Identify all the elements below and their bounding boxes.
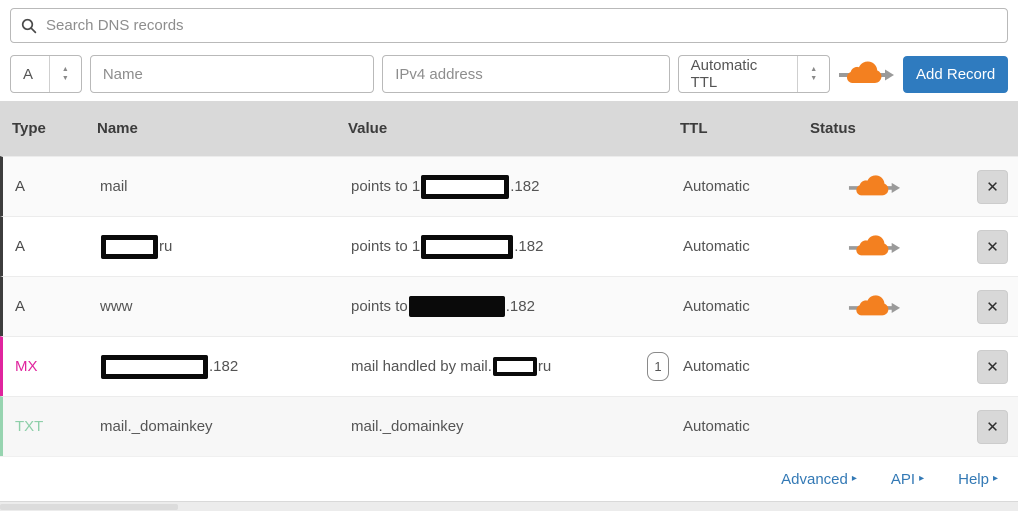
redaction-box bbox=[101, 354, 208, 379]
redaction-box bbox=[421, 234, 514, 259]
delete-record-button[interactable]: ✕ bbox=[977, 169, 1008, 204]
record-value-text: mail._domainkey bbox=[351, 418, 464, 435]
record-value-input[interactable] bbox=[382, 55, 670, 93]
redaction-box bbox=[492, 357, 537, 376]
table-footer: Advanced ▸ API ▸ Help ▸ bbox=[0, 456, 1018, 501]
record-value-text: .182 bbox=[510, 178, 540, 195]
record-value: mail._domainkey bbox=[351, 418, 683, 435]
header-status: Status bbox=[810, 120, 856, 137]
record-value-text: points to bbox=[351, 298, 408, 315]
record-name-input[interactable] bbox=[89, 55, 375, 93]
record-name: ru bbox=[100, 234, 351, 259]
close-icon: ✕ bbox=[986, 298, 999, 316]
record-type: TXT bbox=[15, 418, 44, 435]
header-value: Value bbox=[348, 120, 388, 137]
stepper-icon[interactable]: ▲ ▼ bbox=[797, 56, 829, 92]
add-record-button[interactable]: Add Record bbox=[903, 55, 1008, 93]
advanced-link-label: Advanced bbox=[781, 470, 848, 488]
stepper-up-icon: ▲ bbox=[810, 66, 818, 73]
record-name-text: mail._domainkey bbox=[100, 418, 213, 435]
stepper-up-icon: ▲ bbox=[61, 66, 69, 73]
caret-right-icon: ▸ bbox=[851, 473, 857, 484]
api-link[interactable]: API ▸ bbox=[891, 471, 924, 488]
dns-records-table: Type Name Value TTL Status A mail points… bbox=[0, 101, 1018, 456]
record-ttl: Automatic bbox=[683, 298, 750, 315]
record-value: points to 1 .182 bbox=[351, 234, 683, 259]
caret-right-icon: ▸ bbox=[992, 473, 998, 484]
stepper-down-icon: ▼ bbox=[810, 75, 818, 82]
mx-priority-badge: 1 bbox=[647, 352, 669, 381]
search-input[interactable] bbox=[46, 17, 997, 34]
record-ttl: Automatic bbox=[683, 418, 750, 435]
table-header-row: Type Name Value TTL Status bbox=[0, 101, 1018, 156]
record-value: points to 1 .182 bbox=[351, 174, 683, 199]
record-name-text: www bbox=[100, 298, 133, 315]
record-value-text: points to 1 bbox=[351, 238, 421, 255]
ttl-select[interactable]: Automatic TTL ▲ ▼ bbox=[677, 55, 831, 93]
record-ttl: Automatic bbox=[683, 358, 750, 375]
table-row: TXT mail._domainkey mail._domainkey Auto… bbox=[0, 396, 1018, 456]
search-row bbox=[0, 0, 1018, 43]
record-type-select[interactable]: A ▲ ▼ bbox=[10, 55, 82, 93]
record-name: .182 bbox=[100, 354, 351, 379]
redaction-box bbox=[101, 234, 158, 259]
record-type: A bbox=[15, 298, 26, 315]
stepper-down-icon: ▼ bbox=[61, 75, 69, 82]
record-value-text: ru bbox=[537, 358, 552, 375]
record-value: mail handled by mail. ru 1 bbox=[351, 352, 683, 381]
header-name: Name bbox=[97, 120, 138, 137]
proxy-toggle-cloud-icon[interactable] bbox=[838, 60, 895, 88]
table-row: MX .182 mail handled by mail. ru 1 Automa… bbox=[0, 336, 1018, 396]
header-ttl: TTL bbox=[680, 120, 708, 137]
api-link-label: API bbox=[890, 470, 916, 488]
record-type: A bbox=[15, 178, 26, 195]
table-row: A ru points to 1 .182 Automatic ✕ bbox=[0, 216, 1018, 276]
record-value-text: .182 bbox=[514, 238, 544, 255]
delete-record-button[interactable]: ✕ bbox=[977, 349, 1008, 384]
record-type: A bbox=[15, 238, 26, 255]
record-ttl: Automatic bbox=[683, 238, 750, 255]
search-icon bbox=[21, 18, 37, 33]
stepper-icon[interactable]: ▲ ▼ bbox=[48, 56, 81, 92]
close-icon: ✕ bbox=[986, 238, 999, 256]
close-icon: ✕ bbox=[986, 178, 999, 196]
close-icon: ✕ bbox=[986, 358, 999, 376]
record-ttl: Automatic bbox=[683, 178, 750, 195]
help-link[interactable]: Help ▸ bbox=[958, 471, 998, 488]
advanced-link[interactable]: Advanced ▸ bbox=[781, 471, 857, 488]
record-value-text: points to 1 bbox=[351, 178, 421, 195]
header-type: Type bbox=[12, 120, 46, 137]
record-value-text: .182 bbox=[505, 298, 535, 315]
record-name-text: mail bbox=[100, 178, 128, 195]
proxy-status-cloud-icon[interactable] bbox=[813, 174, 935, 200]
ttl-value: Automatic TTL bbox=[690, 57, 758, 91]
table-row: A www points to .182 Automatic ✕ bbox=[0, 276, 1018, 336]
proxy-status-cloud-icon[interactable] bbox=[813, 294, 935, 320]
record-name: mail._domainkey bbox=[100, 418, 351, 435]
search-box[interactable] bbox=[10, 8, 1008, 43]
close-icon: ✕ bbox=[986, 418, 999, 436]
record-name: www bbox=[100, 298, 351, 315]
proxy-status-cloud-icon[interactable] bbox=[813, 234, 935, 260]
add-record-bar: A ▲ ▼ Automatic TTL ▲ ▼ Add Record bbox=[0, 43, 1018, 93]
delete-record-button[interactable]: ✕ bbox=[977, 289, 1008, 324]
help-link-label: Help bbox=[958, 470, 989, 488]
record-type: MX bbox=[15, 358, 38, 375]
redaction-box bbox=[421, 174, 510, 199]
delete-record-button[interactable]: ✕ bbox=[977, 409, 1008, 444]
record-value-text: mail handled by mail. bbox=[351, 358, 492, 375]
record-name-text: .182 bbox=[209, 358, 239, 375]
horizontal-scrollbar[interactable] bbox=[0, 501, 1018, 511]
record-type-value: A bbox=[23, 65, 34, 83]
record-name: mail bbox=[100, 178, 351, 195]
delete-record-button[interactable]: ✕ bbox=[977, 229, 1008, 264]
scrollbar-thumb[interactable] bbox=[0, 504, 178, 510]
record-name-text: ru bbox=[159, 238, 173, 255]
table-row: A mail points to 1 .182 Automatic ✕ bbox=[0, 156, 1018, 216]
record-value: points to .182 bbox=[351, 296, 683, 317]
redaction-box bbox=[408, 296, 505, 317]
caret-right-icon: ▸ bbox=[919, 473, 925, 484]
